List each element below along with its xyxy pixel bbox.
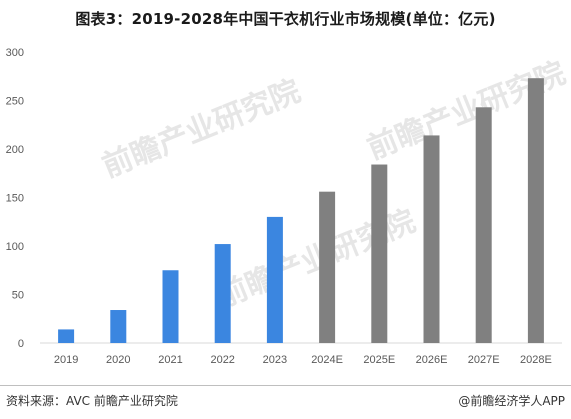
- bar-2023: [266, 216, 283, 343]
- y-tick-label: 100: [6, 241, 24, 253]
- bar-2019: [58, 329, 75, 343]
- bar-2024E: [319, 191, 336, 343]
- footer: 资料来源：AVC 前瞻产业研究院 @前瞻经济学人APP: [0, 385, 571, 419]
- source-text: 资料来源：AVC 前瞻产业研究院: [6, 394, 178, 408]
- watermark: 前瞻产业研究院: [213, 204, 421, 315]
- x-tick-label: 2019: [54, 354, 78, 366]
- x-tick-label: 2024E: [311, 354, 343, 366]
- watermark: 前瞻产业研究院: [98, 74, 306, 185]
- chart-title: 图表3：2019-2028年中国干衣机行业市场规模(单位：亿元): [75, 10, 496, 28]
- bar-2020: [110, 310, 127, 343]
- y-tick-label: 50: [12, 290, 24, 302]
- bar-2021: [162, 270, 179, 343]
- x-tick-label: 2022: [210, 354, 234, 366]
- x-tick-label: 2026E: [416, 354, 448, 366]
- y-tick-label: 300: [6, 47, 24, 59]
- bar-2026E: [423, 135, 440, 343]
- y-tick-label: 200: [6, 144, 24, 156]
- x-tick-label: 2028E: [520, 354, 552, 366]
- bars: [58, 78, 544, 343]
- y-tick-label: 0: [18, 338, 24, 350]
- x-tick-label: 2021: [158, 354, 182, 366]
- x-tick-label: 2023: [263, 354, 287, 366]
- bar-2027E: [475, 107, 492, 343]
- bar-chart: 前瞻产业研究院 前瞻产业研究院 前瞻产业研究院 0501001502002503…: [6, 47, 571, 366]
- x-tick-label: 2020: [106, 354, 130, 366]
- x-tick-label: 2027E: [468, 354, 500, 366]
- y-axis: 0 50 100 150 200 250 300: [6, 47, 24, 350]
- y-tick-label: 250: [6, 96, 24, 108]
- x-axis: 2019 2020 2021 2022 2023 2024E 2025E 2026E 2027E…: [54, 354, 552, 366]
- bar-2022: [214, 244, 231, 343]
- y-tick-label: 150: [6, 193, 24, 205]
- x-tick-label: 2025E: [363, 354, 395, 366]
- bar-2028E: [527, 78, 544, 343]
- bar-2025E: [371, 164, 388, 343]
- brand-text: @前瞻经济学人APP: [458, 394, 565, 408]
- brand: @前瞻经济学人APP: [458, 392, 565, 409]
